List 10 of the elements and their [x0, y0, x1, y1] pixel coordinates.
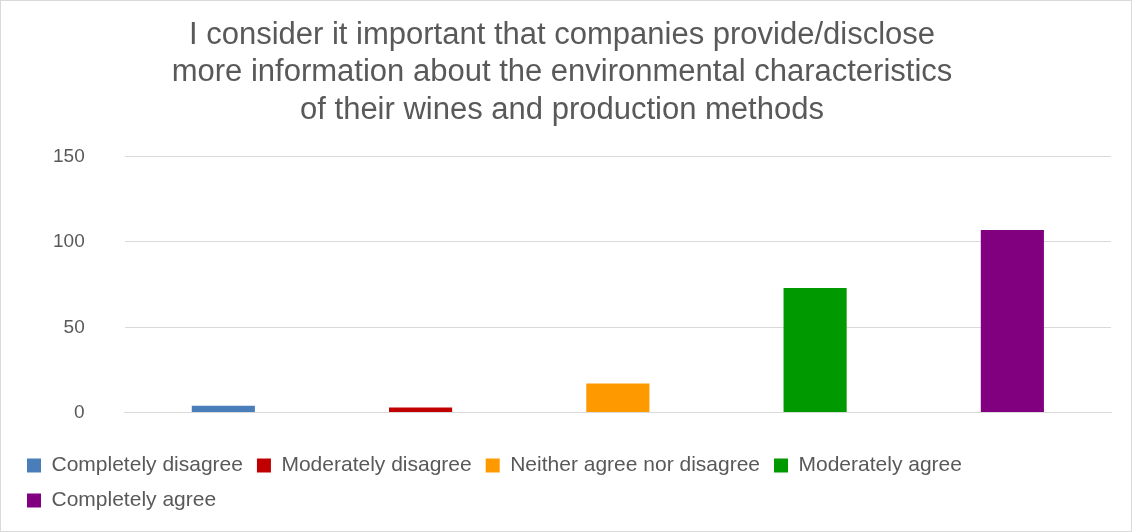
- legend-label: Moderately agree: [798, 452, 962, 476]
- y-tick-label: 100: [53, 230, 85, 252]
- legend-label: Completely agree: [51, 487, 217, 511]
- legend-label: Neither agree nor disagree: [510, 452, 761, 476]
- y-tick-label: 0: [74, 400, 85, 422]
- legend-label: Completely disagree: [51, 452, 243, 476]
- y-tick-label: 50: [63, 315, 85, 337]
- chart-title: I consider it important that companies provide/disclose more information about the environmental characteristics of their wines and production methods: [171, 16, 953, 126]
- legend-label: Moderately disagree: [281, 452, 472, 476]
- y-tick-label: 150: [53, 144, 85, 166]
